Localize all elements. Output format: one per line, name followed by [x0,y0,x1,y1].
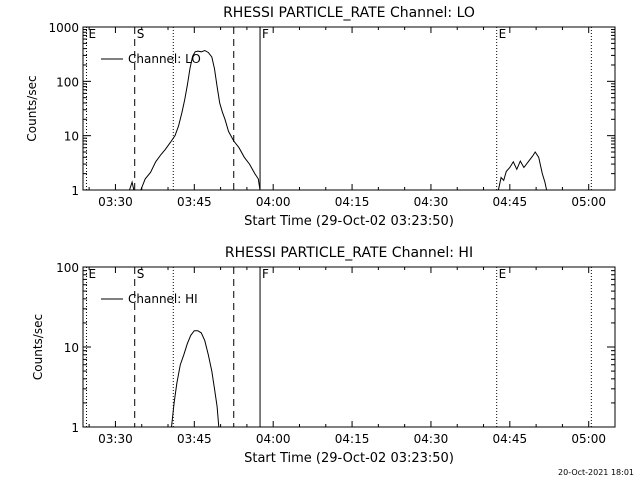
y-tick-label: 10 [64,130,79,144]
series-line [497,151,548,191]
x-tick-label: 04:30 [414,432,449,446]
series-line [129,180,135,191]
y-tick-label: 10 [64,341,79,355]
event-marker-label: E [89,267,97,281]
footer-timestamp: 20-Oct-2021 18:01 [558,468,634,477]
x-axis-label: Start Time (29-Oct-02 03:23:50) [244,214,454,229]
lo-channel-panel: RHESSI PARTICLE_RATE Channel: LO 03:30 03:… [25,5,616,229]
event-marker-label: F [262,267,269,281]
y-axis-label: Counts/sec [25,75,39,141]
x-tick-label: 04:00 [256,195,291,209]
y-tick-label: 1 [71,421,79,435]
plot-frame [82,266,616,428]
y-tick-label: 100 [56,75,79,89]
chart-title: RHESSI PARTICLE_RATE Channel: HI [225,245,473,261]
x-tick-label: 04:15 [335,432,370,446]
legend-label: Channel: LO [128,52,201,66]
y-tick-label: 100 [56,261,79,275]
series-line [140,49,261,191]
legend-label: Channel: HI [128,292,198,306]
event-marker-label: E [499,267,507,281]
x-tick-label: 04:30 [414,195,449,209]
x-tick-label: 05:00 [571,432,606,446]
x-tick-label: 04:45 [493,432,528,446]
event-marker-label: S [137,267,145,281]
x-axis-label: Start Time (29-Oct-02 03:23:50) [244,451,454,466]
event-marker-label: S [137,27,145,41]
event-marker-label: E [89,27,97,41]
y-axis-label: Counts/sec [31,314,45,380]
chart-title: RHESSI PARTICLE_RATE Channel: LO [223,5,475,21]
x-tick-label: 03:45 [177,195,212,209]
x-tick-label: 04:45 [493,195,528,209]
x-tick-label: 04:00 [256,432,291,446]
hi-channel-panel: RHESSI PARTICLE_RATE Channel: HI 03:30 03:… [31,245,616,466]
event-marker-label: F [262,27,269,41]
x-tick-label: 04:15 [335,195,370,209]
event-marker-label: E [499,27,507,41]
series-line [171,330,220,428]
x-tick-label: 03:45 [177,432,212,446]
plot-frame [82,26,616,191]
y-tick-label: 1 [71,184,79,198]
x-tick-label: 05:00 [571,195,606,209]
y-tick-label: 1000 [48,21,79,35]
x-tick-label: 03:30 [98,195,133,209]
x-tick-label: 03:30 [98,432,133,446]
